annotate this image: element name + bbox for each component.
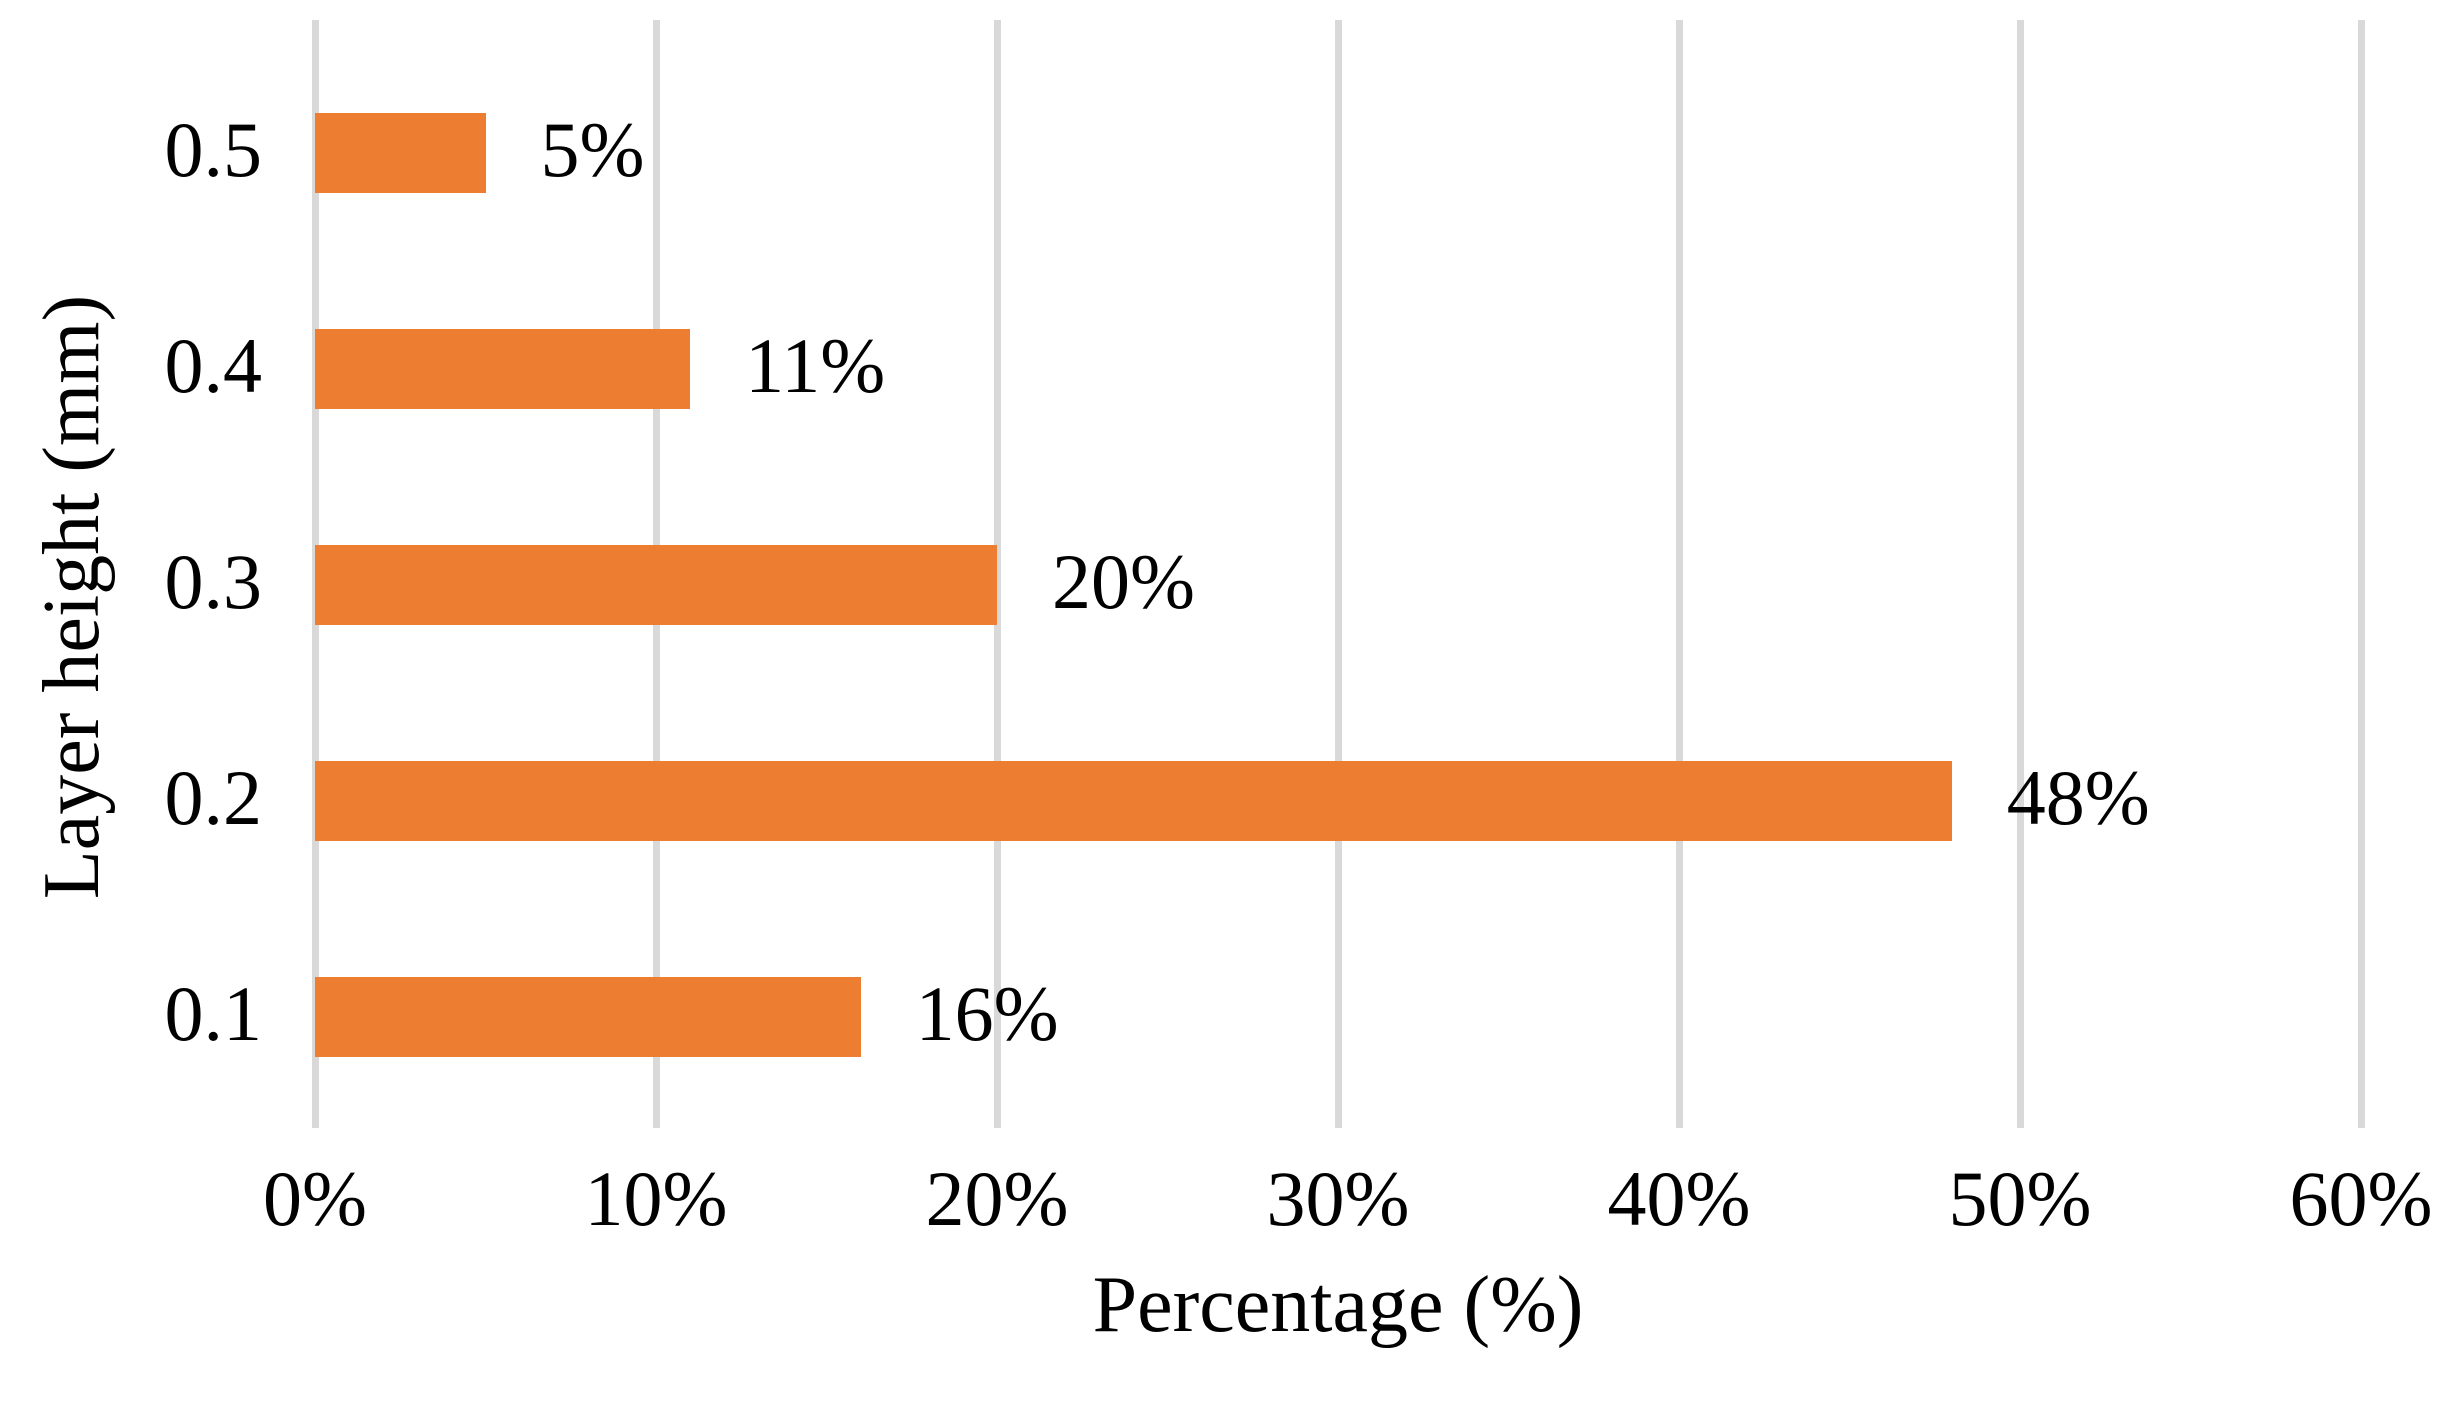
gridline bbox=[994, 20, 1001, 1128]
bar-value-label: 11% bbox=[745, 321, 886, 409]
x-tick-label: 30% bbox=[1266, 1155, 1410, 1242]
bar bbox=[315, 113, 486, 193]
x-tick-label: 20% bbox=[925, 1155, 1069, 1242]
bar bbox=[315, 545, 997, 625]
category-label: 0.1 bbox=[164, 969, 263, 1057]
x-tick-label: 50% bbox=[1948, 1155, 2092, 1242]
bar-value-label: 5% bbox=[540, 105, 645, 193]
x-tick-label: 10% bbox=[584, 1155, 728, 1242]
bar-value-label: 16% bbox=[915, 969, 1059, 1057]
gridline bbox=[2017, 20, 2024, 1128]
category-label: 0.3 bbox=[164, 537, 263, 625]
plot-area bbox=[312, 20, 2365, 1128]
x-tick-label: 40% bbox=[1607, 1155, 1751, 1242]
bar-value-label: 48% bbox=[2006, 753, 2150, 841]
bar bbox=[315, 761, 1952, 841]
bar bbox=[315, 329, 691, 409]
bar bbox=[315, 977, 861, 1057]
bar-value-label: 20% bbox=[1052, 537, 1195, 625]
gridline bbox=[1335, 20, 1342, 1128]
category-label: 0.5 bbox=[164, 105, 263, 193]
gridline bbox=[1676, 20, 1683, 1128]
category-label: 0.4 bbox=[164, 321, 263, 409]
x-axis-title: Percentage (%) bbox=[1092, 1261, 1584, 1349]
gridline bbox=[2358, 20, 2365, 1128]
x-tick-label: 60% bbox=[2289, 1155, 2433, 1242]
x-tick-label: 0% bbox=[263, 1155, 367, 1242]
category-label: 0.2 bbox=[164, 753, 263, 841]
